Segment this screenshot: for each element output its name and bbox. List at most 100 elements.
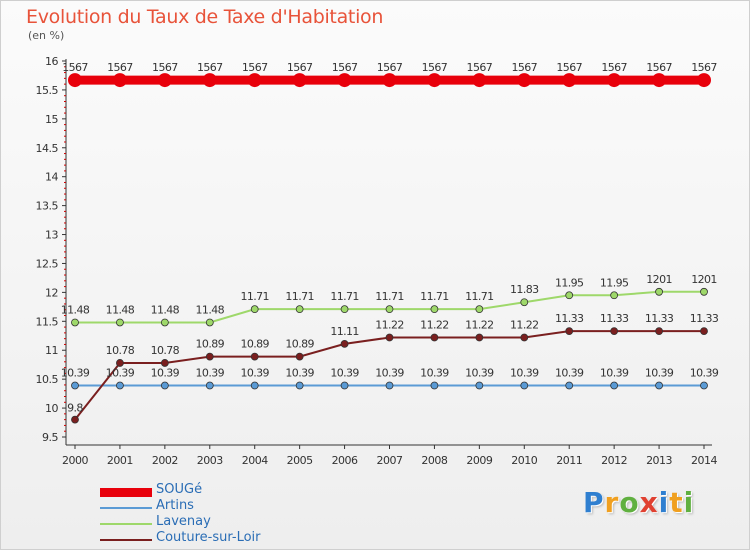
data-point-2 — [610, 381, 619, 390]
y-tick-label: 11.5 — [36, 315, 59, 328]
data-point-4 — [385, 333, 394, 342]
y-tick-label: 12 — [45, 286, 58, 299]
data-label-3: 11.71 — [375, 290, 404, 303]
data-point-3 — [160, 318, 169, 327]
data-label-3: 11.95 — [555, 276, 584, 289]
data-label-4: 11.33 — [645, 312, 674, 325]
data-point-2 — [475, 381, 484, 390]
data-label-3: 11.71 — [420, 290, 449, 303]
data-point-1 — [68, 73, 82, 88]
data-label-2: 10.39 — [600, 367, 629, 380]
data-point-1 — [202, 73, 217, 88]
legend-label: Couture-sur-Loir — [156, 530, 261, 545]
data-point-1 — [517, 73, 532, 88]
data-point-4 — [655, 327, 663, 336]
data-label-2: 10.39 — [465, 367, 494, 380]
x-tick-label: 2009 — [466, 454, 492, 467]
data-label-1: 1567 — [287, 61, 313, 74]
data-label-1: 1567 — [467, 61, 493, 74]
data-point-4 — [475, 333, 484, 342]
data-point-3 — [655, 287, 663, 296]
unit-label: (en %) — [28, 29, 65, 42]
data-label-3: 11.48 — [196, 303, 225, 316]
x-tick-label: 2014 — [691, 454, 717, 467]
data-label-1: 1567 — [422, 61, 448, 74]
data-label-1: 1567 — [107, 61, 133, 74]
data-point-4 — [700, 327, 708, 336]
data-point-2 — [430, 381, 439, 390]
data-point-1 — [697, 73, 711, 88]
data-label-4: 9.8 — [67, 402, 83, 415]
data-point-3 — [71, 318, 79, 327]
data-point-4 — [610, 327, 619, 336]
x-tick-label: 2006 — [332, 454, 358, 467]
y-tick-label: 12.5 — [36, 257, 59, 270]
data-point-1 — [382, 73, 397, 88]
data-label-2: 10.39 — [555, 367, 584, 380]
legend-swatch — [100, 523, 152, 525]
x-tick-label: 2004 — [242, 454, 268, 467]
data-label-2: 10.39 — [106, 367, 135, 380]
data-label-4: 10.78 — [151, 344, 180, 357]
x-tick-label: 2007 — [377, 454, 403, 467]
x-tick-label: 2003 — [197, 454, 223, 467]
data-label-4: 11.22 — [465, 319, 494, 332]
logo-letter: x — [639, 486, 659, 519]
data-point-2 — [205, 381, 214, 390]
data-point-3 — [700, 287, 708, 296]
data-label-2: 10.39 — [375, 367, 404, 380]
data-point-1 — [652, 73, 667, 88]
data-label-3: 11.95 — [600, 276, 629, 289]
y-tick-label: 10.5 — [36, 373, 59, 386]
legend-swatch — [100, 507, 152, 509]
data-point-2 — [250, 381, 259, 390]
data-point-2 — [71, 381, 79, 390]
data-label-4: 11.33 — [600, 312, 629, 325]
data-label-2: 10.39 — [240, 367, 269, 380]
data-point-2 — [116, 381, 124, 390]
data-label-1: 1567 — [556, 61, 582, 74]
data-label-3: 11.48 — [151, 303, 180, 316]
x-tick-label: 2011 — [556, 454, 582, 467]
data-label-3: 11.71 — [465, 290, 494, 303]
data-label-2: 10.39 — [151, 367, 180, 380]
data-point-3 — [295, 305, 304, 314]
data-label-1: 1567 — [62, 61, 88, 74]
data-label-2: 10.39 — [420, 367, 449, 380]
data-point-3 — [520, 298, 529, 307]
y-tick-label: 14.5 — [36, 142, 59, 155]
data-point-4 — [520, 333, 529, 342]
data-point-4 — [205, 352, 214, 361]
logo-letter: i — [683, 486, 695, 519]
data-point-1 — [562, 73, 577, 88]
y-tick-label: 9.5 — [42, 431, 58, 444]
data-point-1 — [157, 73, 172, 88]
x-tick-label: 2010 — [511, 454, 537, 467]
data-point-1 — [247, 73, 262, 88]
legend-label: SOUGé — [156, 482, 203, 497]
data-label-2: 10.39 — [285, 367, 314, 380]
data-point-2 — [565, 381, 574, 390]
data-label-4: 11.11 — [330, 325, 359, 338]
data-label-3: 11.48 — [106, 303, 135, 316]
logo-letter: i — [658, 486, 670, 519]
logo-letter: r — [604, 486, 620, 519]
data-label-1: 1567 — [152, 61, 178, 74]
data-point-2 — [520, 381, 529, 390]
data-label-3: 11.71 — [285, 290, 314, 303]
data-label-3: 11.71 — [240, 290, 269, 303]
data-point-1 — [427, 73, 442, 88]
x-tick-label: 2005 — [287, 454, 313, 467]
data-point-2 — [160, 381, 169, 390]
data-label-1: 1567 — [242, 61, 268, 74]
data-label-4: 11.22 — [420, 319, 449, 332]
y-tick-label: 13 — [45, 229, 58, 242]
y-tick-label: 13.5 — [36, 200, 59, 213]
x-tick-label: 2008 — [421, 454, 447, 467]
legend-label: Artins — [156, 498, 194, 513]
data-label-4: 11.22 — [510, 319, 539, 332]
data-point-3 — [385, 305, 394, 314]
data-label-1: 1567 — [377, 61, 403, 74]
data-point-4 — [116, 359, 124, 367]
